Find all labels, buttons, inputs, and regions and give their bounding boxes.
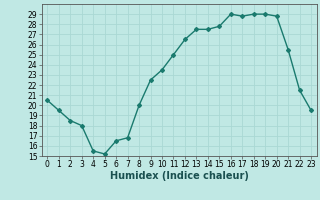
X-axis label: Humidex (Indice chaleur): Humidex (Indice chaleur) xyxy=(110,171,249,181)
